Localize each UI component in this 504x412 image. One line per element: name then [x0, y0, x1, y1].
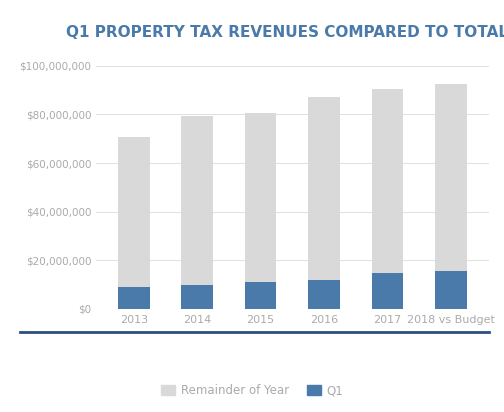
Bar — [118, 138, 150, 287]
Bar — [371, 272, 403, 309]
Title: Q1 PROPERTY TAX REVENUES COMPARED TO TOTALS: Q1 PROPERTY TAX REVENUES COMPARED TO TOT… — [66, 25, 504, 40]
Bar — [371, 89, 403, 272]
Bar — [118, 287, 150, 309]
Bar — [435, 271, 467, 309]
Bar — [245, 113, 277, 282]
Legend: Remainder of Year, Q1: Remainder of Year, Q1 — [156, 379, 348, 402]
Bar — [181, 285, 213, 309]
Bar — [308, 280, 340, 309]
Bar — [435, 84, 467, 271]
Bar — [308, 97, 340, 280]
Bar — [181, 116, 213, 285]
Bar — [245, 282, 277, 309]
